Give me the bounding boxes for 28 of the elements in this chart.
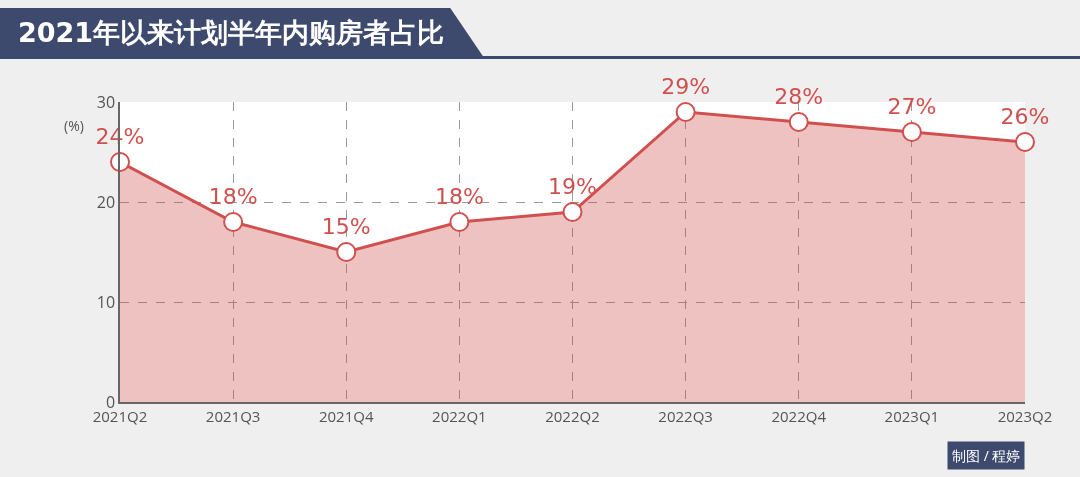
point [223, 212, 244, 232]
data-label: 26% [1000, 104, 1050, 130]
point [336, 242, 357, 262]
point [901, 122, 922, 142]
y-tick-label: 10 [96, 290, 116, 313]
point [562, 202, 583, 222]
x-tick-label: 2023Q1 [884, 405, 940, 426]
point [1015, 132, 1035, 152]
data-label: 28% [774, 84, 824, 110]
text: 制图 / 程婷 [952, 446, 1021, 465]
y-axis-title: (%) [64, 116, 84, 135]
x-tick-label: 2023Q2 [997, 405, 1053, 426]
x-tick-label: 2021Q4 [318, 405, 374, 426]
chart-title: 2021年以来计划半年内购房者占比 [0, 8, 485, 58]
point [788, 112, 809, 132]
data-label: 27% [887, 94, 937, 120]
y-tick-label: 20 [96, 190, 116, 213]
x-tick-label: 2022Q1 [432, 405, 487, 426]
x-tick-label: 2022Q4 [771, 405, 827, 426]
y-tick-label: 30 [96, 90, 116, 113]
point [449, 212, 470, 232]
x-tick-label: 2022Q2 [545, 405, 600, 426]
data-label: 19% [548, 174, 597, 200]
x-tick-label: 2021Q3 [205, 405, 261, 426]
data-label: 15% [321, 214, 371, 240]
data-label: 29% [661, 74, 711, 100]
x-tick-label: 2022Q3 [658, 405, 713, 426]
point [675, 102, 696, 122]
